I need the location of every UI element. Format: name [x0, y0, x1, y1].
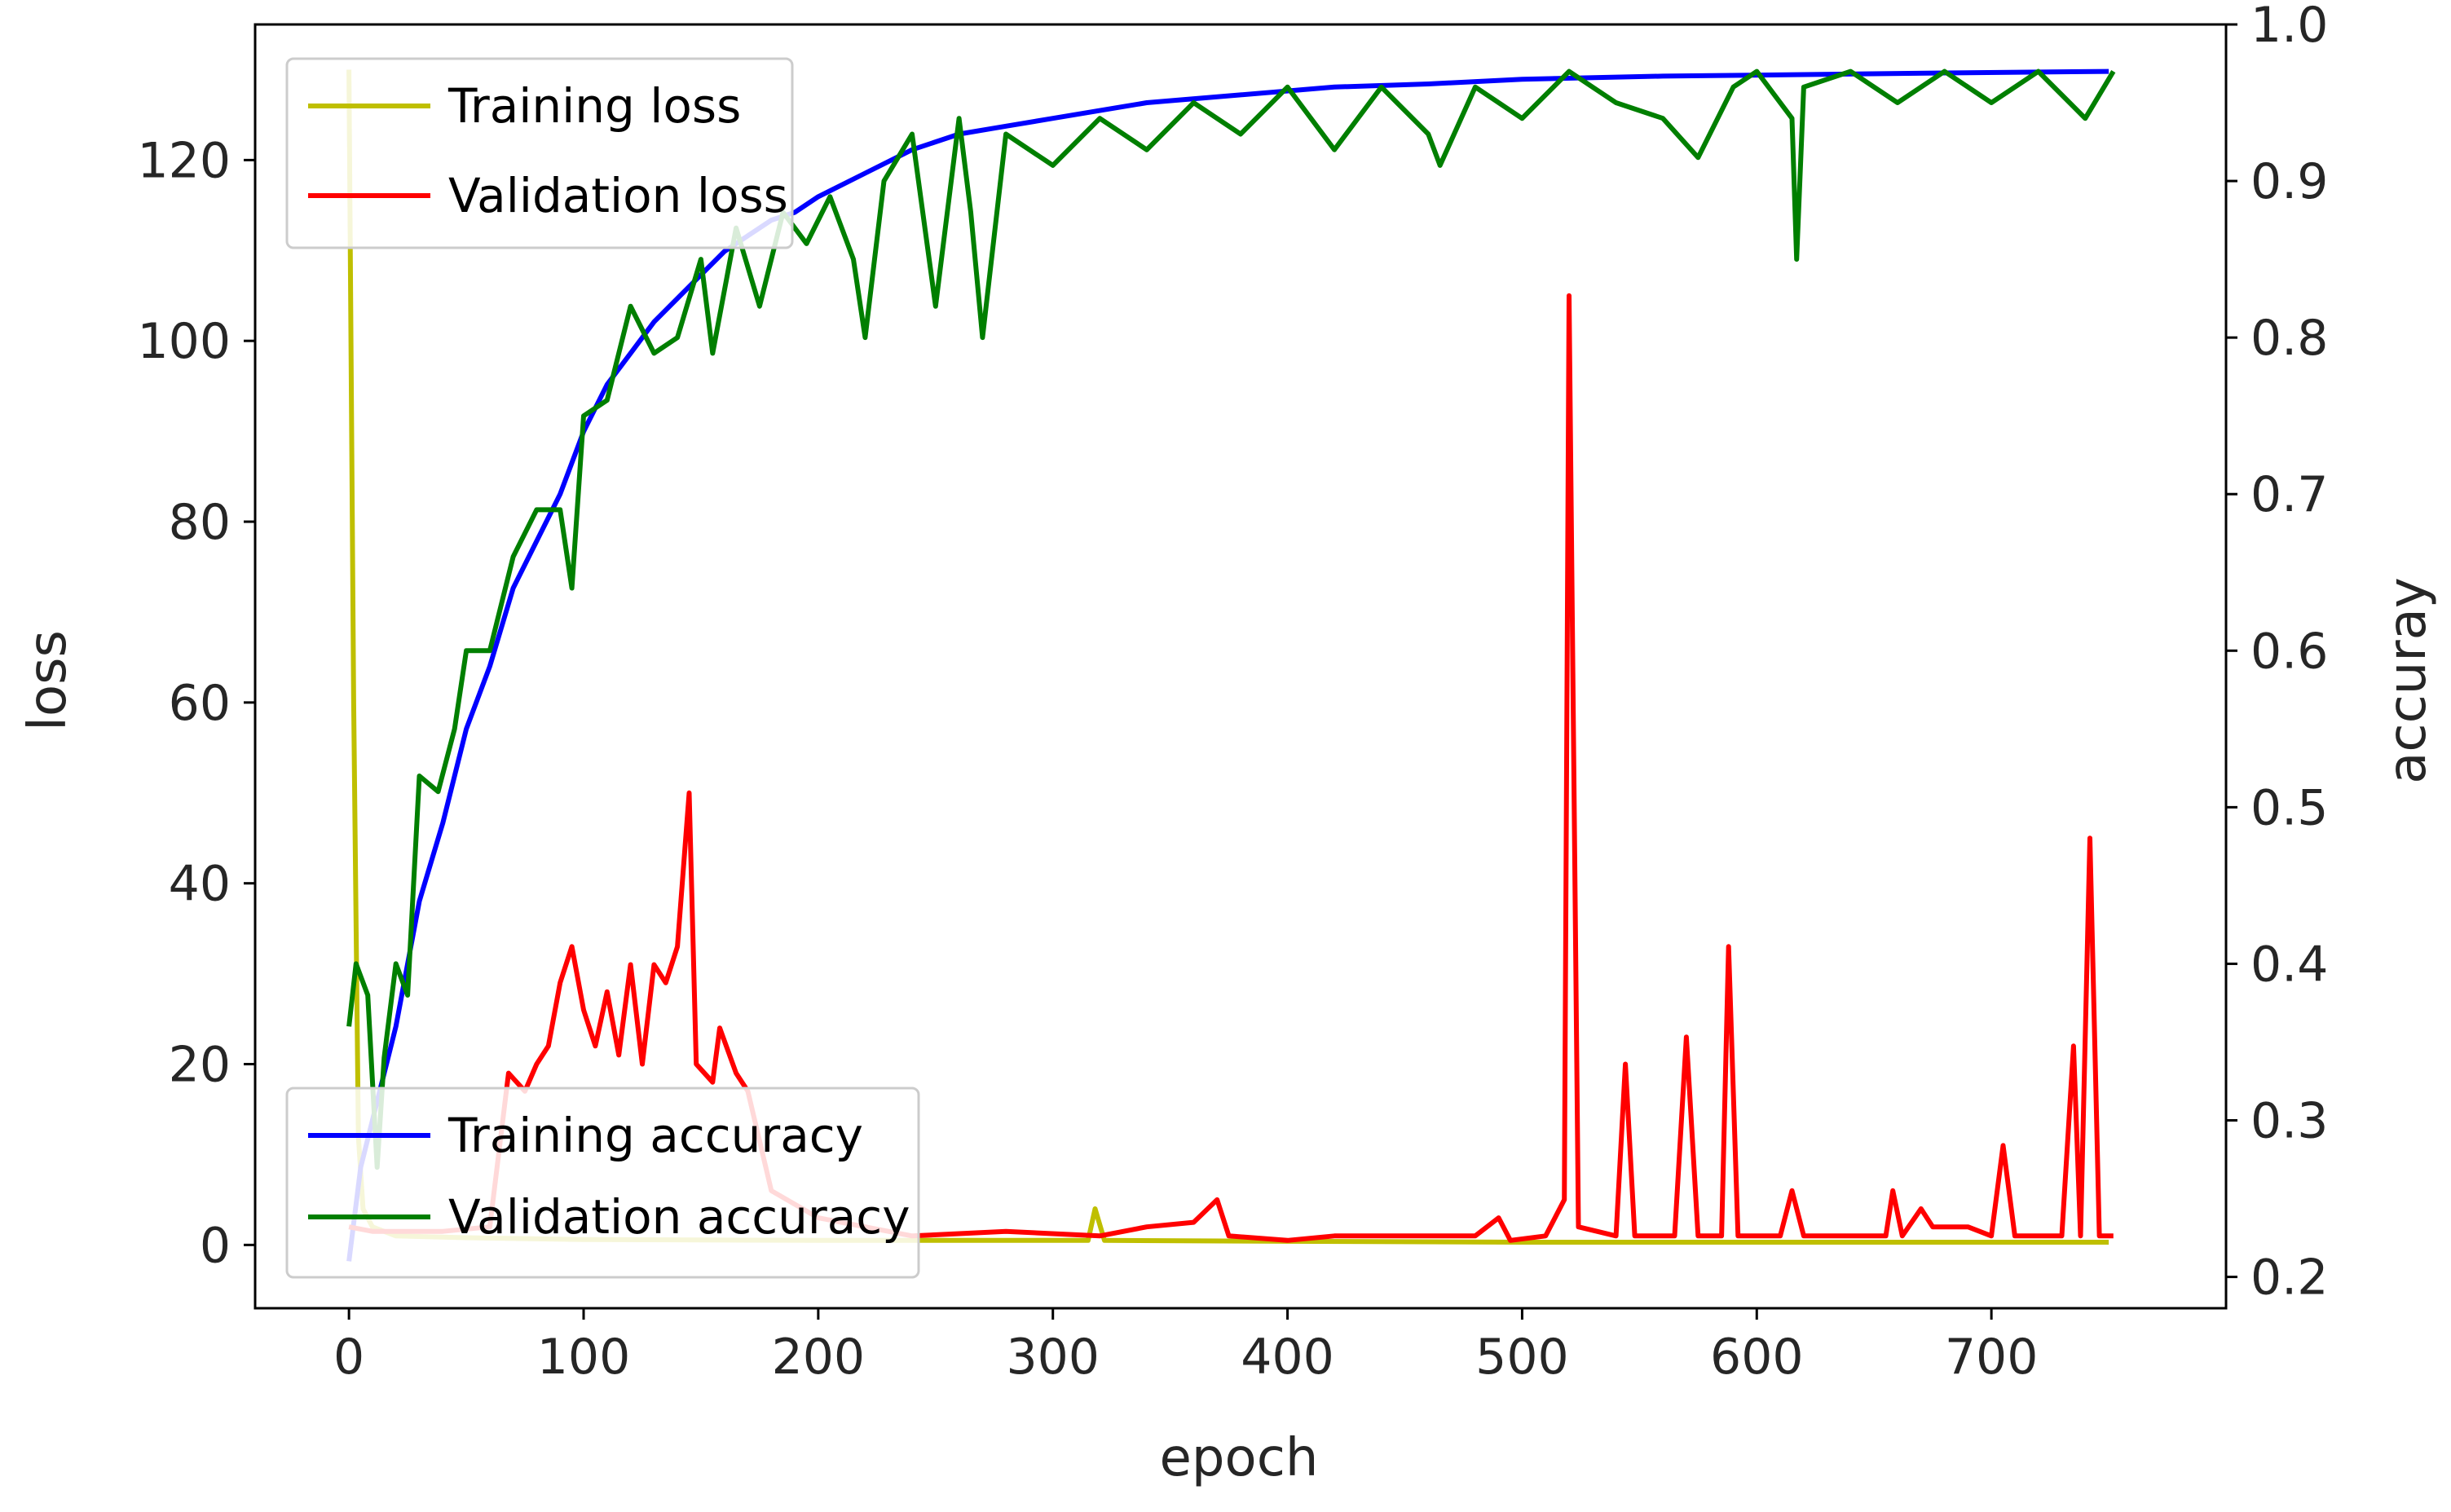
- left-y-tick-label: 120: [137, 132, 231, 189]
- legend-validation-loss-label: Validation loss: [448, 168, 788, 223]
- x-tick-label: 600: [1710, 1329, 1804, 1386]
- x-tick-label: 100: [537, 1329, 631, 1386]
- legend-validation-accuracy-label: Validation accuracy: [448, 1189, 910, 1245]
- legend-lower-box: [285, 1087, 920, 1279]
- left-y-tick-label: 100: [137, 313, 231, 370]
- x-tick-label: 500: [1475, 1329, 1569, 1386]
- legend-training-loss-label: Training loss: [447, 78, 741, 134]
- x-tick-label: 400: [1241, 1329, 1334, 1386]
- x-axis: 0 100 200 300 400 500 600 700: [333, 1308, 2038, 1386]
- left-y-tick-label: 80: [169, 494, 231, 551]
- left-y-tick-label: 20: [169, 1037, 231, 1094]
- legend-upper: Training loss Validation loss: [285, 57, 794, 249]
- left-y-tick-label: 40: [169, 856, 231, 913]
- right-y-axis: 0.2 0.3 0.4 0.5 0.6 0.7 0.8 0.9 1.0: [2226, 0, 2328, 1307]
- right-y-tick-label: 0.5: [2250, 779, 2328, 836]
- right-y-axis-label: accuray: [2378, 577, 2438, 784]
- right-y-tick-label: 1.0: [2250, 0, 2328, 54]
- series-line-validation-accuracy: [346, 68, 2116, 1170]
- x-tick-label: 300: [1006, 1329, 1100, 1386]
- left-y-axis-label: loss: [18, 630, 78, 731]
- left-y-tick-label: 60: [169, 675, 231, 732]
- right-y-tick-label: 0.2: [2250, 1250, 2328, 1307]
- right-y-tick-label: 0.6: [2250, 623, 2328, 680]
- plot-frame: [253, 23, 2228, 1310]
- right-y-tick-label: 0.7: [2250, 466, 2328, 523]
- left-y-tick-label: 0: [200, 1217, 231, 1274]
- x-tick-label: 700: [1945, 1329, 2039, 1386]
- x-tick-label: 200: [772, 1329, 866, 1386]
- right-y-tick-label: 0.9: [2250, 153, 2328, 210]
- right-y-tick-label: 0.8: [2250, 310, 2328, 367]
- series-line-training-accuracy: [346, 68, 2109, 1262]
- left-y-axis: 0 20 40 60 80 100 120: [137, 132, 255, 1274]
- series-line-validation-loss: [348, 293, 2114, 1243]
- right-y-tick-label: 0.3: [2250, 1093, 2328, 1150]
- right-y-tick-label: 0.4: [2250, 936, 2328, 993]
- x-tick-label: 0: [333, 1329, 364, 1386]
- legend-training-accuracy-label: Training accuracy: [447, 1108, 863, 1163]
- legend-lower: Training accuracy Validation accuracy: [285, 1087, 920, 1279]
- x-axis-label: epoch: [1160, 1428, 1319, 1488]
